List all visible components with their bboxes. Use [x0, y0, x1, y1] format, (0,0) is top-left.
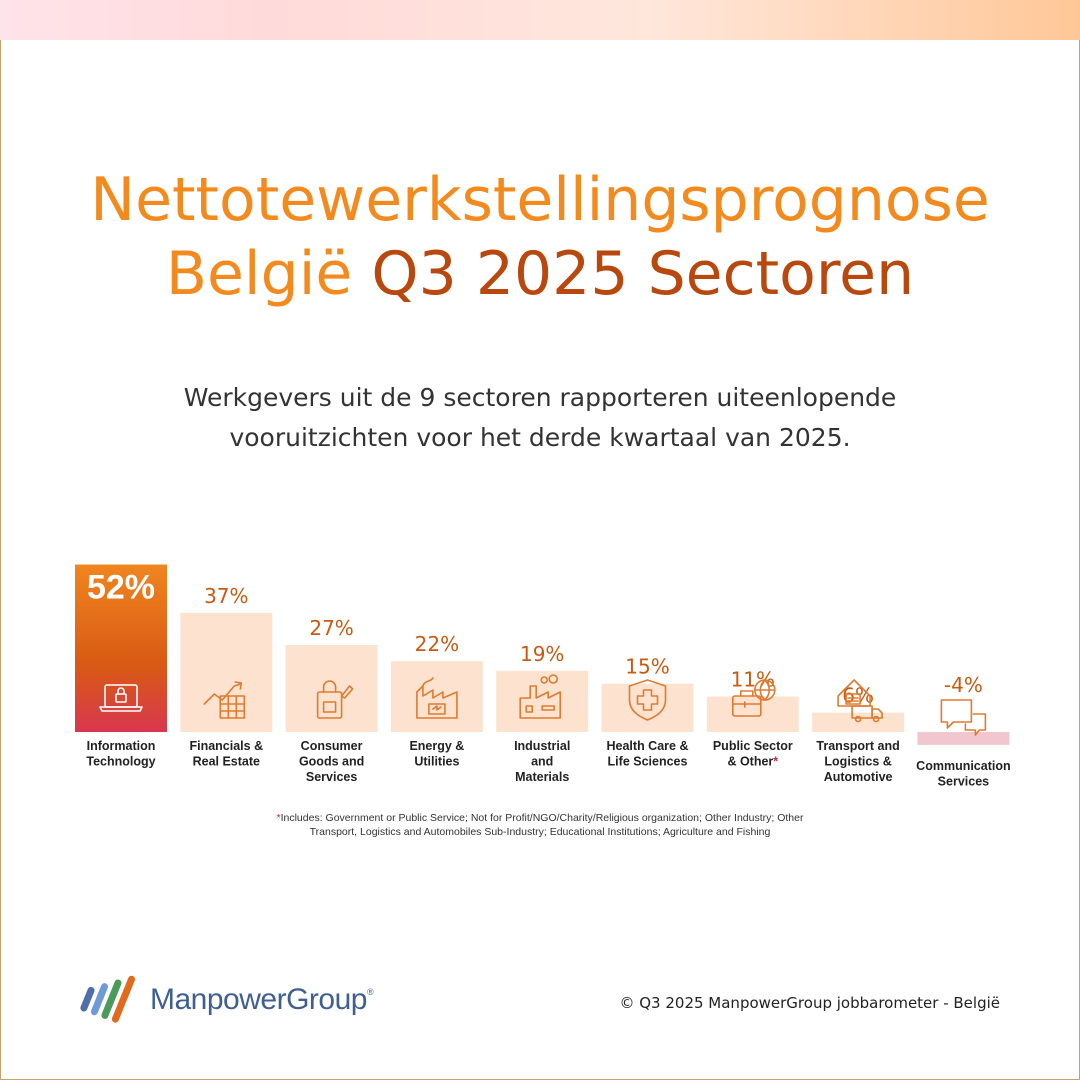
footnote-line-1: *Includes: Government or Public Service;… [0, 811, 1080, 825]
copyright: © Q3 2025 ManpowerGroup jobbarometer - B… [619, 994, 1000, 1012]
category-label-5: Industrial and Materials [514, 739, 570, 784]
value-label-1: 52% [87, 569, 155, 607]
value-label-3: 27% [309, 616, 353, 640]
footnote-star: * [276, 812, 281, 824]
manpowergroup-logo-icon [80, 975, 136, 1023]
bar-2 [180, 612, 273, 732]
category-label-2: Financials & Real Estate [189, 739, 263, 769]
bar-3 [285, 645, 378, 732]
factory-icon [519, 674, 562, 719]
bar-4 [390, 661, 483, 732]
category-label-8: Transport and Logistics & Automotive [816, 739, 899, 784]
title-line-2: België Q3 2025 Sectoren [0, 237, 1080, 311]
footnote: *Includes: Government or Public Service;… [0, 811, 1080, 839]
chat-bubbles-icon [940, 699, 987, 736]
subtitle: Werkgevers uit de 9 sectoren rapporteren… [0, 378, 1080, 458]
value-label-9: -4% [944, 673, 983, 697]
title-period: Q3 2025 Sectoren [371, 239, 915, 309]
category-label-7: Public Sector & Other* [713, 739, 793, 769]
bar-8 [812, 712, 905, 732]
title-country: België [165, 239, 353, 309]
top-gradient-band [0, 0, 1080, 40]
medical-shield-icon [628, 679, 667, 721]
subtitle-line-2: vooruitzichten voor het derde kwartaal v… [229, 423, 851, 452]
category-label-6: Health Care & Life Sciences [607, 739, 689, 769]
category-label-3: Consumer Goods and Services [299, 739, 364, 784]
bar-5 [496, 670, 589, 732]
logo-registered: ® [366, 987, 374, 997]
briefcase-globe-icon [731, 679, 776, 717]
value-label-5: 19% [520, 642, 564, 666]
title-line-1: Nettotewerkstellingsprognose [90, 165, 990, 235]
warehouse-truck-icon [837, 679, 883, 723]
subtitle-line-1: Werkgevers uit de 9 sectoren rapporteren… [183, 383, 897, 412]
value-label-4: 22% [415, 632, 459, 656]
bar-1 [75, 564, 167, 732]
category-label-4: Energy & Utilities [409, 739, 464, 769]
energy-factory-icon [416, 677, 458, 719]
footnote-line-2: Transport, Logistics and Automobiles Sub… [309, 826, 771, 838]
value-label-2: 37% [204, 584, 248, 608]
category-label-9: Communication Services [916, 759, 1010, 789]
bar-9 [917, 732, 1010, 745]
shopping-bag-icon [316, 680, 354, 719]
chart-building-icon [203, 681, 246, 719]
laptop-lock-icon [99, 684, 143, 712]
logo-name: ManpowerGroup [150, 983, 367, 1016]
bar-6 [601, 683, 694, 732]
logo-wordmark: ManpowerGroup® [150, 983, 374, 1017]
bar-7 [706, 696, 799, 732]
category-label-1: Information Technology [86, 739, 155, 769]
sector-bar-chart: 52% Information Technology 37% Financials & R… [75, 564, 1011, 789]
page-title: Nettotewerkstellingsprognose België Q3 2… [0, 163, 1080, 311]
footnote-text-1: Includes: Government or Public Service; … [280, 812, 804, 824]
value-label-6: 15% [625, 655, 669, 679]
